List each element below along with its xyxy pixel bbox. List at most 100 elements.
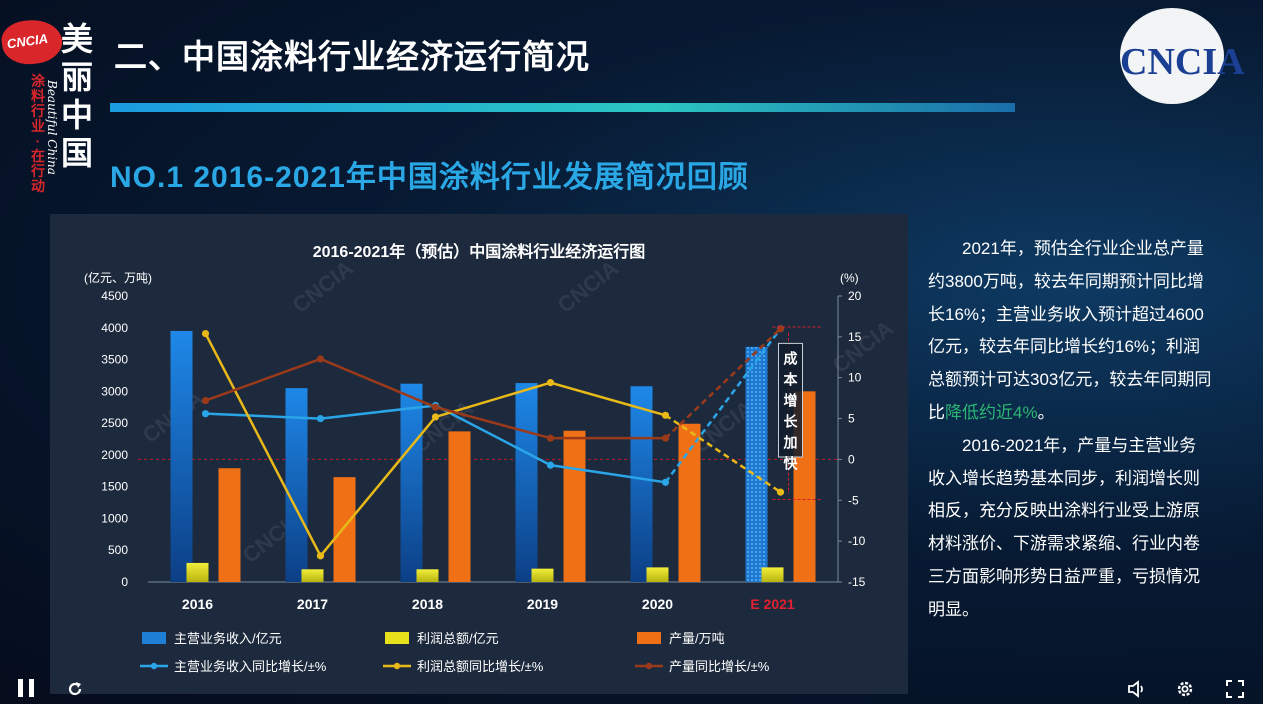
fullscreen-icon[interactable] xyxy=(1225,679,1245,699)
y-tick-left-8: 4000 xyxy=(101,321,128,335)
point-0-3 xyxy=(546,461,555,469)
y-tick-right-7: 20 xyxy=(848,289,862,303)
point-1-2 xyxy=(431,413,440,421)
annotation-char-0: 成 xyxy=(784,350,798,367)
bar-1-3 xyxy=(531,568,554,582)
point-2-0 xyxy=(201,396,210,405)
point-1-1 xyxy=(316,552,325,560)
section-subtitle: NO.1 2016-2021年中国涂料行业发展简况回顾 xyxy=(110,161,749,194)
point-0-0 xyxy=(201,410,210,418)
legend-label-line-0: 主营业务收入同比增长/±% xyxy=(174,659,327,674)
x-tick-4: 2020 xyxy=(642,596,673,612)
cncia-badge-text: CNCIA xyxy=(5,30,49,52)
logo-script: Beautiful China xyxy=(45,80,59,175)
annotation-char-2: 增 xyxy=(784,392,798,409)
left-logo: CNCIA 美丽中国 涂料行业·在行动 Beautiful China xyxy=(0,8,102,194)
bar-0-4 xyxy=(630,386,653,582)
bar-1-5 xyxy=(761,567,784,582)
y-tick-left-5: 2500 xyxy=(101,416,128,430)
bar-1-2 xyxy=(416,569,439,582)
legend-label-bar-2: 产量/万吨 xyxy=(669,631,725,646)
bar-0-1 xyxy=(285,388,308,582)
gear-icon[interactable] xyxy=(1175,679,1195,699)
side-paragraph-1-a: 2021年，预估全行业企业总产量约3800万吨，较去年同期预计同比增长16%；主… xyxy=(928,239,1212,422)
point-2-3 xyxy=(546,434,555,442)
annotation-char-4: 加 xyxy=(783,435,798,451)
point-2-4 xyxy=(661,434,670,442)
legend-label-bar-1: 利润总额/亿元 xyxy=(417,631,499,646)
legend-swatch-bar-1 xyxy=(385,632,409,644)
watermark-0: CNCIA xyxy=(288,255,358,318)
line-2-estimate xyxy=(664,327,782,440)
chart-title: 2016-2021年（预估）中国涂料行业经济运行图 xyxy=(313,242,646,261)
legend-swatch-dot-0 xyxy=(150,662,158,670)
bar-0-2 xyxy=(400,383,423,582)
point-1-0 xyxy=(201,329,210,338)
side-paragraph-2: 2016-2021年，产量与主营业务收入增长趋势基本同步，利润增长则相反，充分反… xyxy=(928,435,1200,619)
y-tick-left-9: 4500 xyxy=(101,289,128,303)
point-1-3 xyxy=(546,379,555,387)
bar-0-5 xyxy=(745,346,768,582)
page-title: 二、中国涂料行业经济运行简况 xyxy=(114,38,590,75)
cncia-logo-text: CNCIA xyxy=(1120,41,1245,83)
y-tick-left-3: 1500 xyxy=(101,480,128,494)
y-tick-left-6: 3000 xyxy=(101,384,128,398)
y-tick-left-7: 3500 xyxy=(101,353,128,367)
bar-0-3 xyxy=(515,383,538,582)
point-1-4 xyxy=(661,411,670,419)
economic-chart: 2016-2021年（预估）中国涂料行业经济运行图 (亿元、万吨) (%) CNCIA… xyxy=(84,242,898,674)
point-2-2 xyxy=(431,403,440,411)
bar-2-0 xyxy=(218,468,241,582)
replay-icon[interactable] xyxy=(66,680,84,698)
side-paragraph-1-highlight: 降低约近4% xyxy=(945,402,1038,422)
x-tick-2: 2018 xyxy=(412,596,443,612)
annotation-box xyxy=(778,342,803,458)
bar-2-3 xyxy=(563,430,586,582)
point-2-5 xyxy=(776,325,785,333)
y-tick-left-4: 2000 xyxy=(101,448,128,462)
side-text: 2021年，预估全行业企业总产量约3800万吨，较去年同期预计同比增长16%；主… xyxy=(928,233,1213,627)
legend-swatch-dot-1 xyxy=(393,662,401,670)
y-tick-right-3: 0 xyxy=(848,452,855,466)
title-underline xyxy=(110,103,1015,112)
side-paragraph-1: 2021年，预估全行业企业总产量约3800万吨，较去年同期预计同比增长16%；主… xyxy=(928,233,1213,430)
bar-2-1 xyxy=(333,477,356,582)
y-axis-left-label: (亿元、万吨) xyxy=(84,270,152,285)
volume-icon[interactable] xyxy=(1127,680,1147,698)
y-axis-right-label: (%) xyxy=(840,271,859,285)
y-tick-left-1: 500 xyxy=(108,543,128,557)
x-tick-5: E 2021 xyxy=(750,596,795,612)
chart-panel: 2016-2021年（预估）中国涂料行业经济运行图 (亿元、万吨) (%) CNCIA… xyxy=(50,214,908,694)
watermark-1: CNCIA xyxy=(553,255,623,318)
point-2-1 xyxy=(316,355,325,363)
x-tick-1: 2017 xyxy=(297,596,328,612)
legend-swatch-dot-2 xyxy=(645,662,653,670)
y-tick-right-1: -10 xyxy=(848,534,866,548)
annotation-char-1: 本 xyxy=(784,371,799,388)
y-tick-right-5: 10 xyxy=(848,371,862,385)
legend-label-line-1: 利润总额同比增长/±% xyxy=(417,659,544,674)
point-0-4 xyxy=(661,478,670,486)
annotation-char-5: 快 xyxy=(784,455,799,472)
cncia-logo: CNCIA xyxy=(1120,8,1245,104)
y-tick-left-0: 0 xyxy=(121,575,128,589)
line-0-estimate xyxy=(664,327,782,484)
cncia-badge: CNCIA xyxy=(0,16,65,68)
legend-swatch-bar-2 xyxy=(637,632,661,644)
y-tick-right-4: 5 xyxy=(848,412,855,426)
bar-0-0 xyxy=(170,330,193,582)
legend-swatch-bar-0 xyxy=(142,632,166,644)
pause-icon[interactable] xyxy=(18,679,36,697)
point-0-1 xyxy=(316,414,325,423)
bar-1-4 xyxy=(646,567,669,582)
logo-vertical-small: 涂料行业·在行动 xyxy=(31,73,45,194)
bar-1-1 xyxy=(301,569,324,582)
video-controls xyxy=(0,672,1263,704)
bar-2-4 xyxy=(678,423,701,582)
x-tick-3: 2019 xyxy=(527,596,558,612)
side-paragraph-1-end: 。 xyxy=(1037,402,1055,422)
annotation-char-3: 长 xyxy=(784,413,799,430)
y-tick-right-0: -15 xyxy=(848,575,866,589)
legend-label-bar-0: 主营业务收入/亿元 xyxy=(174,631,282,646)
logo-vertical-big: 美丽中国 xyxy=(60,21,93,171)
